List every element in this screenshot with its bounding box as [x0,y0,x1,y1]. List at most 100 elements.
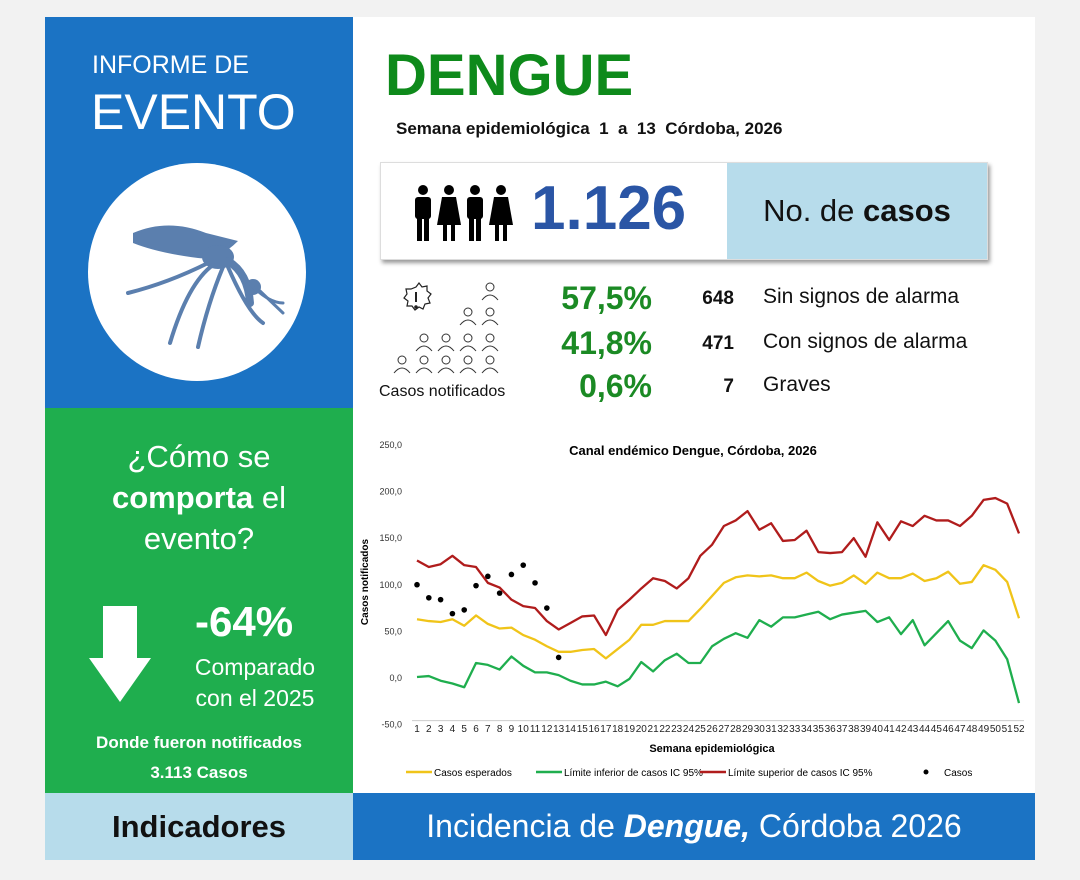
x-tick-label: 1 [414,724,420,735]
x-tick-label: 47 [954,724,966,735]
x-tick-label: 10 [518,724,530,735]
informe-label: INFORME DE [92,51,249,79]
y-tick-label: 50,0 [384,626,402,636]
x-tick-label: 42 [895,724,907,735]
breakdown-percent: 57,5% [561,280,652,316]
case-point [473,582,479,589]
page-subtitle: Semana epidemiológica 1 a 13 Córdoba, 20… [396,119,783,138]
x-tick-label: 17 [600,724,612,735]
y-axis-label: Casos notificados [360,539,371,626]
total-cases-value: 1.126 [531,174,687,243]
case-point [414,581,420,588]
total-cases-box: 1.126 No. de casos [380,162,988,260]
cases-label-bold: casos [863,193,951,228]
case-point [461,607,468,613]
chart-title: Canal endémico Dengue, Córdoba, 2026 [569,443,817,458]
legend-label: Límite superior de casos IC 95% [728,768,873,779]
series-line [416,564,1021,660]
x-tick-label: 11 [530,724,541,735]
case-point [485,573,491,580]
case-point [496,590,503,596]
x-tick-label: 5 [461,724,467,735]
compared-line2: con el 2025 [195,685,315,711]
question-line3: evento? [143,521,255,556]
icon-caption: Casos notificados [379,383,506,400]
arrow-down-icon [89,606,151,702]
series-line [416,609,1021,704]
x-tick-label: 50 [990,724,1002,735]
x-tick-label: 15 [577,724,589,735]
page-title: DENGUE [385,43,634,108]
breakdown-label: Con signos de alarma [763,330,968,353]
case-point [532,580,538,586]
incidence-bold: Dengue, [623,808,750,844]
legend-label: Casos [944,768,972,779]
x-tick-label: 44 [919,724,931,735]
case-point [555,654,562,661]
x-tick-label: 38 [848,724,860,735]
case-point [426,594,432,601]
case-point [544,605,550,611]
x-tick-label: 26 [707,724,719,735]
notified-line1: Donde fueron notificados [96,733,302,752]
x-tick-label: 33 [789,724,801,735]
evento-label: EVENTO [91,84,296,140]
x-tick-label: 18 [612,724,624,735]
incidence-post: Córdoba 2026 [749,808,962,844]
x-tick-label: 36 [825,724,837,735]
x-tick-label: 16 [588,724,600,735]
x-tick-label: 41 [884,724,896,735]
breakdown-label: Sin signos de alarma [763,285,960,308]
cases-label-regular: No. de [763,193,864,228]
incidence-pre: Incidencia de [426,808,624,844]
crowd-alert-icon [393,282,499,374]
mosquito-badge [88,163,306,381]
people-icon [415,185,513,241]
breakdown-count: 648 [702,288,734,309]
case-point [508,571,515,578]
y-tick-label: 0,0 [389,673,402,683]
x-tick-label: 9 [509,724,515,735]
x-tick-label: 8 [497,724,503,735]
legend-label: Límite inferior de casos IC 95% [564,768,703,779]
x-tick-label: 14 [565,724,577,735]
x-tick-label: 25 [695,724,707,735]
breakdown-percent: 41,8% [561,325,652,361]
x-tick-label: 49 [978,724,990,735]
x-tick-label: 6 [473,724,479,735]
x-tick-label: 32 [777,724,789,735]
x-tick-label: 24 [683,724,695,735]
event-panel: INFORME DE EVENTO [45,17,353,408]
x-tick-label: 43 [907,724,919,735]
question-rest: el [253,480,286,515]
y-tick-label: 100,0 [379,580,402,590]
x-tick-label: 29 [742,724,754,735]
x-tick-label: 39 [860,724,872,735]
x-tick-label: 27 [718,724,730,735]
y-tick-label: -50,0 [381,720,402,730]
series-line [416,496,1021,637]
breakdown-percent: 0,6% [579,368,652,404]
x-tick-label: 28 [730,724,742,735]
x-tick-label: 19 [624,724,636,735]
compared-line1: Comparado [194,654,316,680]
x-tick-label: 46 [943,724,955,735]
question-line2: comporta el [45,477,353,518]
x-tick-label: 20 [636,724,648,735]
legend-marker [923,769,929,775]
indicadores-label: Indicadores [45,793,353,860]
case-point [437,596,444,603]
x-tick-label: 30 [754,724,766,735]
mosquito-icon [126,225,285,349]
behavior-panel: ¿Cómo se comporta el evento? -64% Compar… [45,408,353,793]
breakdown-count: 7 [723,376,734,397]
case-point [449,610,456,617]
question-line1: ¿Cómo se [127,439,271,474]
x-axis-label: Semana epidemiológica [649,743,775,755]
x-tick-label: 31 [766,724,778,735]
x-tick-label: 23 [671,724,683,735]
x-tick-label: 4 [450,724,456,735]
x-tick-label: 35 [813,724,825,735]
x-tick-label: 40 [872,724,884,735]
